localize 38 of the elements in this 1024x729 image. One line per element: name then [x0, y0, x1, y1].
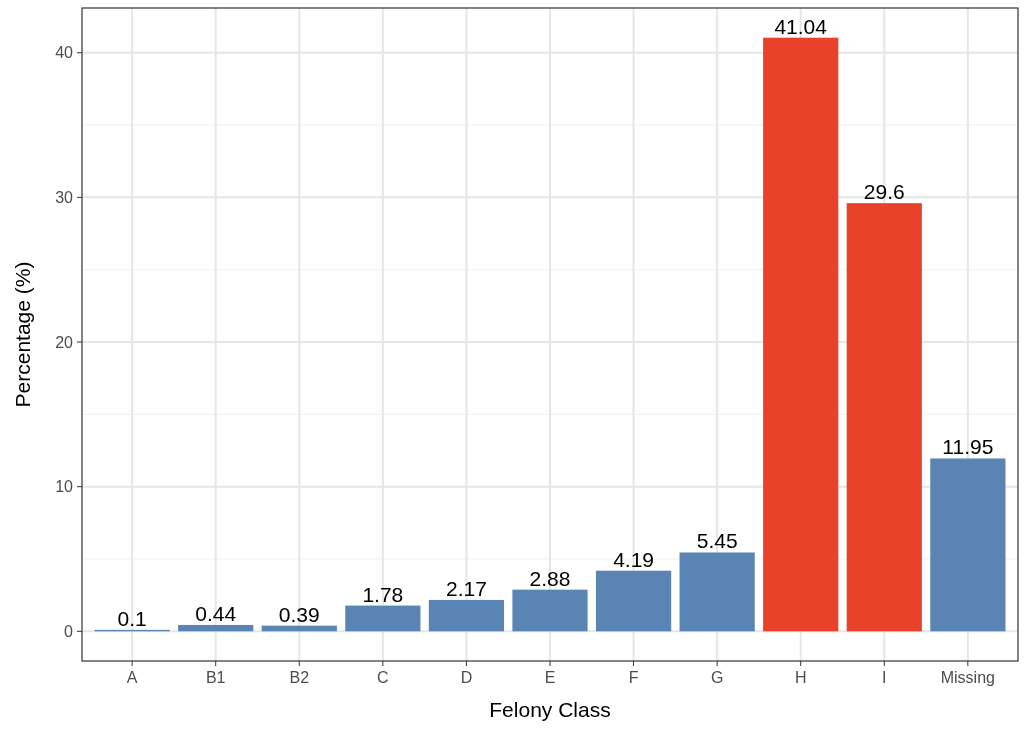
x-tick-label: C: [377, 669, 389, 686]
x-tick-label: I: [882, 669, 887, 686]
bar: [763, 37, 839, 632]
bar: [595, 570, 672, 632]
x-tick-label: B2: [289, 669, 310, 686]
data-label: 0.44: [195, 601, 237, 625]
data-label: 11.95: [942, 435, 994, 459]
data-label: 0.1: [117, 606, 147, 630]
data-label: 2.88: [529, 566, 571, 590]
bar: [679, 552, 755, 632]
x-tick-label: B1: [205, 669, 226, 686]
data-label: 5.45: [696, 529, 738, 553]
y-tick-label: 20: [55, 333, 74, 351]
x-axis-title: Felony Class: [489, 698, 611, 721]
bar: [512, 589, 588, 632]
y-tick-label: 30: [55, 188, 74, 206]
bar: [930, 458, 1006, 632]
x-tick-label: E: [544, 669, 556, 686]
data-label: 41.04: [774, 14, 828, 38]
data-label: 29.6: [863, 180, 905, 204]
x-tick-label: Missing: [940, 669, 995, 686]
data-label: 4.19: [613, 547, 655, 571]
x-tick-label: H: [794, 669, 807, 686]
x-tick-label: A: [126, 669, 138, 686]
bar: [345, 605, 421, 632]
data-label: 2.17: [445, 576, 487, 600]
x-tick-label: G: [710, 669, 724, 686]
y-tick-label: 0: [64, 622, 74, 640]
y-axis-title: Percentage (%): [11, 261, 34, 408]
data-label: 1.78: [362, 582, 404, 606]
data-label: 0.39: [278, 602, 320, 626]
y-tick-label: 10: [55, 478, 74, 496]
bar: [178, 624, 254, 632]
x-tick-label: D: [460, 669, 473, 686]
bar: [846, 203, 922, 632]
y-tick-label: 40: [55, 44, 74, 62]
x-tick-label: F: [628, 669, 639, 686]
bar: [428, 599, 505, 632]
